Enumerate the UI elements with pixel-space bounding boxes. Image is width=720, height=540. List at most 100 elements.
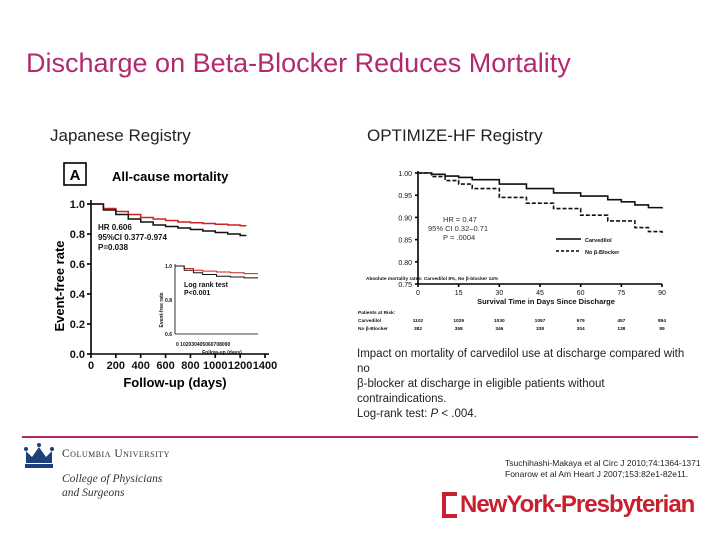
inset-y-label: Event-free rate [159,292,165,327]
inset-x-label: Follow-up (days) [202,350,242,356]
panel-label: A [70,167,81,184]
reference-2: Fonarow et al Am Heart J 2007;153:82e1-8… [505,469,689,479]
panel-label-box [63,162,87,186]
y-tick-label: 0.8 [70,229,85,241]
y-tick-label: 0.85 [398,238,412,245]
slide-title: Discharge on Beta-Blocker Reduces Mortal… [26,48,571,78]
optimize-hf-registry-label: OPTIMIZE-HF Registry [367,126,543,145]
inset-series-line [175,265,258,279]
y-tick-label: 0.75 [398,282,412,289]
inset-series-line [175,265,258,275]
x-tick-label: 1000 [203,360,227,372]
y-tick-label: 0.90 [398,215,412,222]
inset-x-ticks: 0 102030405060708090 [176,342,230,348]
y-tick-label: 0.4 [70,289,86,301]
y-tick-label: 0.6 [70,259,85,271]
inset-y-tick-label: 0.8 [165,298,172,304]
x-axis-label: Survival Time in Days Since Discharge [477,297,615,306]
footer-divider [22,436,698,438]
japanese-registry-chart: A All-cause mortality Event-free rate Fo… [52,162,278,390]
reference-1: Tsuchihashi-Makaya et al Circ J 2010;74:… [505,458,701,468]
legend-no-beta-blocker-label: No β-Blocker [585,250,620,256]
caption-p: P [430,408,439,420]
p-value-text: P=0.038 [98,243,129,252]
x-tick-label: 0 [416,290,420,297]
series-line [91,203,247,227]
series-line [418,172,663,236]
axes: 0.00.20.40.60.81.00 200 400 600 800 1000 1200 1… [70,199,278,372]
y-tick-label: 0.95 [398,193,412,200]
legend-carvedilol-label: Carvedilol [585,238,612,244]
absolute-rates-text: Absolute mortality rates: Carvedilol 8%,… [366,276,499,282]
y-tick-label: 1.0 [70,199,85,211]
series-line [418,172,663,209]
at-risk-row-label: Carvedilol [358,318,381,324]
x-tick-label: 75 [617,290,625,297]
hazard-ratio-text: HR 0.606 [98,223,132,232]
x-tick-label: 600 [156,360,174,372]
caption-line: Impact on mortality of carvedilol use at… [357,348,685,375]
at-risk-row-label: No β-Blocker [358,326,388,332]
at-risk-value: 1029 [453,318,464,324]
y-axis-label: Event-free rate [52,240,67,331]
at-risk-value: 1102 [413,318,424,324]
x-tick-label: 200 [107,360,125,372]
inset-chart: Event-free rate Follow-up (days) 0 10203… [159,264,258,356]
at-risk-value: 457 [617,318,625,324]
inset-test-label: Log rank test [184,282,229,289]
x-tick-label: 90 [658,290,666,297]
confidence-interval-text: 95% CI 0.32–0.71 [428,224,488,233]
inset-y-tick-label: 1.0 [165,264,172,270]
at-risk-header: Patients at Risk: [358,310,396,316]
chart-title: All-cause mortality [112,169,229,184]
at-risk-value: 338 [536,326,544,332]
x-axis-label: Follow-up (days) [123,375,226,390]
at-risk-value: 304 [577,326,585,332]
y-tick-label: 0.80 [398,260,412,267]
caption-text: < .004. [438,408,477,420]
at-risk-value: 1057 [535,318,546,324]
chart-caption: Impact on mortality of carvedilol use at… [357,347,687,422]
at-risk-value: 346 [495,326,503,332]
series-line [91,203,247,237]
y-tick-label: 1.00 [398,171,412,178]
hazard-ratio-text: HR = 0.47 [443,215,477,224]
nyp-logo-icon [442,492,457,518]
x-tick-label: 1400 [253,360,277,372]
x-tick-label: 0 [88,360,94,372]
at-risk-value: 979 [577,318,585,324]
college-name: College of Physicians and Surgeons [62,472,162,500]
x-tick-label: 15 [455,290,463,297]
at-risk-value: 1030 [494,318,505,324]
japanese-registry-label: Japanese Registry [50,126,191,145]
confidence-interval-text: 95%CI 0.377-0.974 [98,233,167,242]
x-tick-label: 1200 [228,360,252,372]
at-risk-value: 138 [617,326,625,332]
plot-lines [418,172,663,236]
references: Tsuchihashi-Makaya et al Circ J 2010;74:… [505,458,701,480]
y-tick-label: 0.0 [70,349,85,361]
optimize-hf-chart: 0.75 0.80 0.85 0.90 0.95 1.00 0 15 30 45 60 75 90 HR… [358,171,667,332]
x-tick-label: 30 [495,290,503,297]
p-value-text: P = .0004 [443,233,475,242]
newyork-presbyterian-name: NewYork-Presbyterian [460,491,695,518]
inset-y-tick-label: 0.6 [165,332,172,338]
caption-line: Log-rank test: P < .004. [357,407,687,422]
college-line: and Surgeons [62,487,125,499]
caption-text: Log-rank test: [357,408,431,420]
at-risk-value: 89 [659,326,665,332]
x-tick-label: 60 [577,290,585,297]
columbia-crown-icon [24,443,54,468]
inset-p-value: P<0.001 [184,290,210,297]
at-risk-value: 382 [414,326,422,332]
at-risk-value: 894 [658,318,666,324]
caption-line: β-blocker at discharge in eligible patie… [357,378,605,405]
x-tick-label: 800 [181,360,199,372]
x-tick-label: 400 [132,360,150,372]
plot-lines [91,203,247,237]
axes: 0.75 0.80 0.85 0.90 0.95 1.00 0 15 30 45 60 75 90 [398,171,666,297]
college-line: College of Physicians [62,473,163,485]
y-tick-label: 0.2 [70,319,85,331]
x-tick-label: 45 [536,290,544,297]
at-risk-values: 1102 1029 1030 1057 979 457 894 382 358 346 338 304… [413,318,667,332]
